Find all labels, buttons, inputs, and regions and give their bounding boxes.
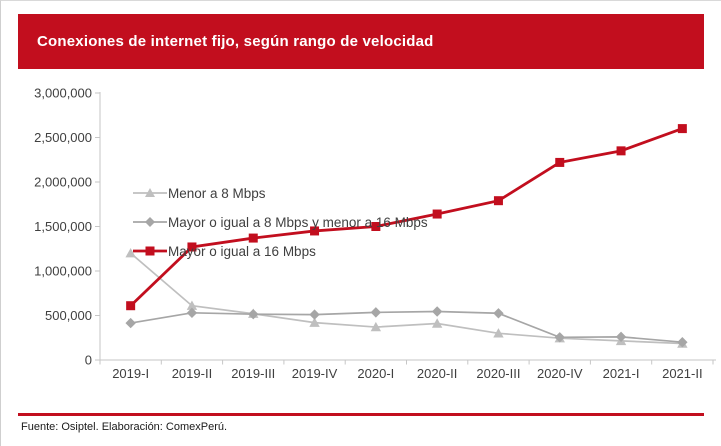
x-axis-label: 2019-II (172, 366, 212, 381)
chart-legend: Menor a 8 Mbps Mayor o igual a 8 Mbps y m… (133, 182, 428, 262)
line-chart: 0 500,000 1,000,000 1,500,000 2,000,000 2,500… (34, 86, 716, 381)
legend-marker-square-icon (133, 246, 167, 256)
data-point-square (432, 209, 442, 219)
x-axis-label: 2021-I (603, 366, 640, 381)
series-line-1 (130, 310, 683, 344)
y-axis-label: 2,000,000 (34, 175, 92, 190)
data-point-diamond (370, 307, 382, 318)
data-point-square (616, 146, 626, 156)
data-point-square (126, 301, 136, 311)
data-point-triangle (186, 300, 198, 310)
x-axis-label: 2020-III (476, 366, 520, 381)
data-point-square (187, 242, 197, 252)
source-note: Fuente: Osiptel. Elaboración: ComexPerú. (21, 421, 228, 433)
data-point-square (555, 157, 565, 167)
x-axis-label: 2019-III (231, 366, 275, 381)
data-point-diamond (554, 332, 565, 343)
chart-area: 0 500,000 1,000,000 1,500,000 2,000,000 2,500… (1, 81, 721, 401)
data-point-triangle (370, 321, 382, 332)
data-point-diamond (615, 331, 627, 343)
y-axis-label: 3,000,000 (34, 86, 92, 101)
x-axis-label: 2020-I (357, 366, 394, 381)
x-axis-label: 2020-II (417, 366, 457, 381)
legend-marker-diamond-icon (133, 217, 167, 227)
data-point-triangle (493, 328, 504, 338)
y-axis-label: 0 (85, 353, 92, 368)
legend-marker-triangle-icon (133, 188, 167, 197)
footer-divider (18, 413, 704, 416)
data-point-diamond (309, 309, 320, 320)
x-axis-label: 2020-IV (537, 366, 583, 381)
legend-item-0: Menor a 8 Mbps (133, 182, 428, 204)
series-line-0 (130, 252, 683, 345)
y-axis-label: 1,500,000 (34, 219, 92, 234)
data-point-diamond (677, 337, 688, 348)
page-title: Conexiones de internet fijo, según rango… (37, 33, 434, 50)
data-point-square (677, 124, 687, 134)
legend-label: Menor a 8 Mbps (168, 185, 266, 201)
data-point-diamond (125, 317, 136, 329)
data-point-diamond (493, 308, 504, 319)
data-point-triangle (431, 318, 443, 328)
data-point-triangle (309, 317, 320, 327)
legend-label: Mayor o igual a 16 Mbps (168, 243, 316, 259)
data-point-square (371, 222, 381, 231)
data-point-triangle (125, 248, 136, 258)
x-axis-label: 2019-IV (292, 366, 338, 381)
data-point-diamond (186, 307, 198, 319)
y-axis-label: 2,500,000 (34, 130, 92, 145)
y-axis-label: 500,000 (45, 308, 92, 323)
data-point-square (310, 226, 320, 236)
series-line-2 (129, 127, 683, 307)
data-point-diamond (248, 308, 259, 320)
legend-item-1: Mayor o igual a 8 Mbps y menor a 16 Mbps (133, 211, 428, 233)
x-axis-label: 2021-II (662, 366, 702, 381)
data-point-square (248, 233, 258, 243)
x-axis-label: 2019-I (112, 366, 149, 381)
data-point-square (493, 196, 503, 206)
legend-item-2: Mayor o igual a 16 Mbps (133, 240, 428, 262)
data-point-diamond (431, 306, 443, 317)
legend-label: Mayor o igual a 8 Mbps y menor a 16 Mbps (168, 214, 428, 230)
title-banner: Conexiones de internet fijo, según rango… (18, 14, 704, 69)
y-axis-label: 1,000,000 (34, 264, 92, 279)
